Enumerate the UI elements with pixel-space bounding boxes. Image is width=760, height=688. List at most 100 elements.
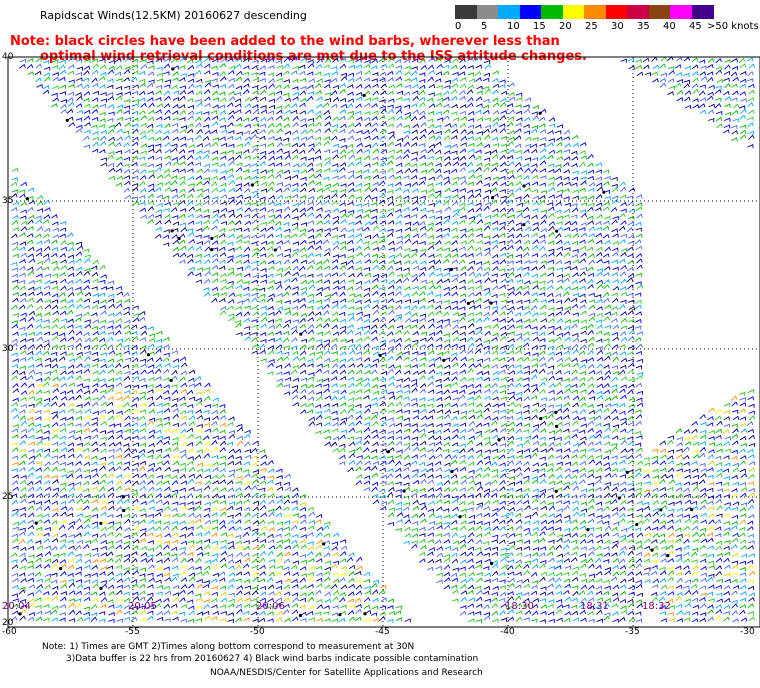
wind-barb bbox=[668, 69, 675, 76]
wind-barb bbox=[500, 143, 508, 148]
wind-barb bbox=[259, 143, 266, 148]
wind-barb bbox=[251, 241, 258, 246]
wind-barb bbox=[155, 429, 162, 434]
wind-barb bbox=[435, 193, 442, 199]
wind-barb bbox=[587, 278, 594, 285]
wind-barb bbox=[546, 142, 554, 147]
wind-barb bbox=[75, 486, 83, 492]
wind-barb bbox=[323, 195, 331, 200]
wind-barb bbox=[532, 427, 539, 433]
wind-barb bbox=[164, 219, 172, 225]
wind-barb bbox=[547, 410, 554, 415]
wind-barb bbox=[291, 207, 299, 213]
wind-barb bbox=[635, 281, 642, 286]
wind-barb bbox=[515, 181, 522, 186]
wind-barb bbox=[516, 299, 523, 305]
wind-barb bbox=[698, 479, 706, 485]
colorbar-swatch bbox=[476, 5, 499, 19]
wind-barb bbox=[219, 109, 227, 115]
wind-barb bbox=[211, 196, 219, 201]
wind-barb bbox=[115, 318, 123, 323]
wind-barb bbox=[299, 350, 307, 356]
wind-barb bbox=[187, 149, 195, 154]
wind-barb bbox=[386, 195, 394, 200]
wind-barb bbox=[499, 259, 507, 265]
wind-barb bbox=[603, 364, 610, 369]
wind-barb bbox=[42, 266, 50, 271]
wind-barb bbox=[235, 154, 242, 160]
wind-barb bbox=[620, 376, 628, 382]
wind-barb bbox=[363, 454, 371, 460]
wind-barb bbox=[147, 389, 154, 394]
wind-barb bbox=[444, 322, 452, 328]
wind-barb bbox=[507, 460, 514, 466]
wind-barb bbox=[444, 85, 451, 90]
wind-barb bbox=[459, 466, 467, 472]
wind-barb bbox=[219, 91, 226, 96]
wind-barb bbox=[76, 383, 84, 388]
wind-barb bbox=[732, 462, 739, 467]
wind-barb bbox=[187, 73, 195, 78]
wind-barb bbox=[323, 265, 331, 270]
colorbar-label-max: >50 knots bbox=[707, 21, 759, 32]
wind-barb bbox=[603, 374, 611, 381]
wind-barb bbox=[292, 163, 300, 168]
wind-barb bbox=[548, 138, 555, 143]
wind-barb bbox=[708, 448, 715, 454]
wind-barb bbox=[611, 446, 618, 452]
wind-barb bbox=[11, 338, 18, 343]
wind-barb bbox=[523, 409, 530, 414]
wind-barb bbox=[386, 183, 394, 188]
wind-barb bbox=[36, 226, 44, 232]
wind-barb bbox=[571, 227, 578, 232]
wind-barb bbox=[298, 200, 306, 206]
wind-barb bbox=[131, 64, 139, 69]
wind-barb bbox=[259, 150, 267, 156]
wind-barb bbox=[91, 344, 99, 349]
wind-barb bbox=[691, 64, 699, 69]
wind-barb bbox=[260, 188, 268, 193]
wind-barb bbox=[499, 384, 506, 389]
wind-barb bbox=[251, 129, 258, 135]
wind-barb bbox=[210, 181, 218, 187]
wind-barb bbox=[148, 429, 156, 434]
contamination-marker bbox=[602, 190, 606, 194]
wind-barb bbox=[324, 167, 331, 173]
wind-barb bbox=[164, 201, 171, 206]
wind-barb bbox=[459, 104, 467, 109]
wind-barb bbox=[106, 92, 114, 97]
wind-barb bbox=[316, 103, 323, 109]
wind-barb bbox=[155, 136, 162, 142]
wind-barb bbox=[323, 297, 331, 302]
wind-barb bbox=[164, 362, 171, 368]
wind-barb bbox=[620, 417, 627, 422]
wind-barb bbox=[132, 442, 140, 447]
wind-barb bbox=[259, 206, 267, 212]
wind-barb bbox=[180, 415, 187, 420]
wind-barb bbox=[508, 370, 516, 375]
wind-barb bbox=[268, 201, 275, 206]
wind-barb bbox=[292, 216, 299, 221]
wind-barb bbox=[716, 123, 723, 129]
wind-barb bbox=[611, 435, 619, 440]
wind-barb bbox=[523, 175, 530, 181]
wind-barb bbox=[499, 494, 507, 499]
wind-barb bbox=[403, 175, 410, 180]
wind-barb bbox=[131, 186, 139, 192]
wind-barb bbox=[282, 70, 290, 76]
wind-barb bbox=[412, 95, 419, 101]
wind-barb bbox=[243, 286, 250, 291]
contamination-marker bbox=[170, 229, 174, 233]
wind-barb bbox=[275, 330, 282, 336]
wind-barb bbox=[132, 200, 140, 206]
wind-barb bbox=[532, 200, 539, 206]
wind-barb bbox=[604, 370, 612, 376]
wind-barb bbox=[435, 384, 443, 389]
wind-barb bbox=[604, 481, 611, 486]
contamination-marker bbox=[442, 358, 446, 362]
wind-barb bbox=[116, 92, 123, 97]
wind-barb bbox=[124, 122, 131, 128]
wind-barb bbox=[516, 97, 523, 102]
wind-barb bbox=[132, 498, 139, 504]
wind-barb bbox=[212, 493, 220, 499]
